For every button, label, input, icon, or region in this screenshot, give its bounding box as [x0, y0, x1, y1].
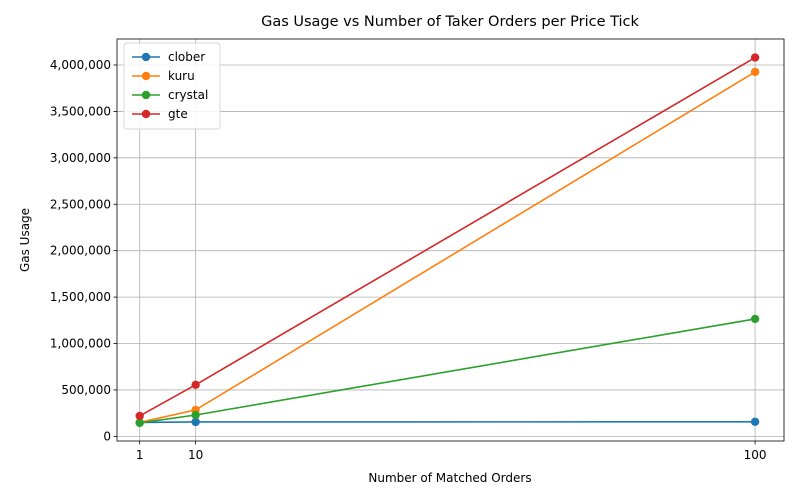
legend-marker-kuru [141, 71, 151, 81]
legend-marker-clober [141, 52, 151, 62]
series-line-kuru [139, 71, 756, 424]
data-point-clober [191, 417, 200, 427]
legend-label-clober: clober [168, 50, 205, 64]
y-tick-label: 2,000,000 [50, 244, 111, 258]
x-tick-label: 10 [188, 448, 203, 462]
y-tick-label: 1,000,000 [50, 337, 111, 351]
y-axis-title: Gas Usage [18, 208, 32, 272]
chart-title: Gas Usage vs Number of Taker Orders per … [261, 14, 639, 30]
legend-label-kuru: kuru [168, 69, 195, 83]
y-tick-label: 0 [103, 429, 111, 443]
legend-label-crystal: crystal [168, 88, 208, 102]
y-tick-label: 1,500,000 [50, 290, 111, 304]
y-tick-label: 3,000,000 [50, 151, 111, 165]
legend: clober kuru crystal gte [123, 42, 221, 130]
x-tick-label: 1 [136, 448, 144, 462]
y-tick-label: 4,000,000 [50, 58, 111, 72]
data-point-crystal [191, 410, 200, 420]
data-point-clober [750, 417, 760, 426]
x-axis: 1 10 100 [136, 441, 767, 462]
legend-box [123, 42, 221, 130]
data-point-crystal [135, 418, 144, 428]
y-tick-label: 500,000 [61, 383, 111, 397]
series-group [135, 53, 760, 428]
data-point-crystal [750, 314, 760, 324]
x-axis-title: Number of Matched Orders [368, 471, 531, 485]
x-tick-label: 100 [744, 448, 767, 462]
data-point-gte [191, 380, 200, 390]
y-tick-label: 2,500,000 [50, 197, 111, 211]
plot-frame [116, 38, 785, 442]
data-point-gte [750, 53, 760, 62]
legend-label-gte: gte [168, 107, 188, 121]
data-point-kuru [750, 67, 760, 77]
y-tick-label: 3,500,000 [50, 104, 111, 118]
series-line-clober [139, 420, 756, 424]
data-point-gte [135, 411, 144, 421]
legend-marker-crystal [141, 90, 151, 100]
series-line-crystal [139, 318, 756, 424]
y-axis: 0 500,000 1,000,000 1,500,000 2,000,000 2,500… [50, 58, 117, 443]
legend-marker-gte [141, 109, 151, 119]
